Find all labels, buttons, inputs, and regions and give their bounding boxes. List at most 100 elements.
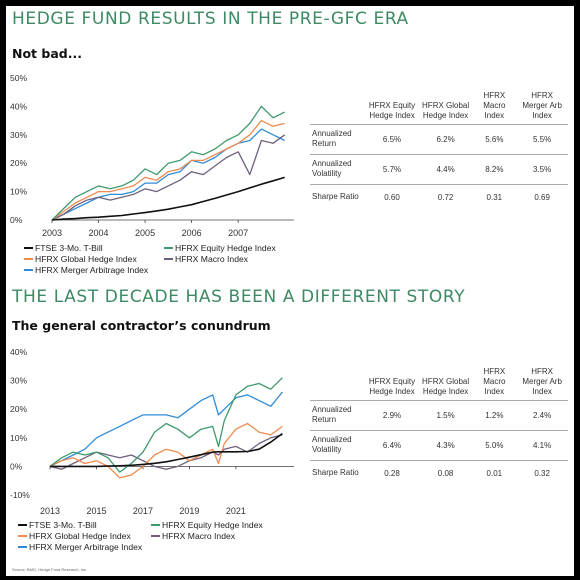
table-cell: 3.5% <box>533 164 552 174</box>
table-cell: 4.4% <box>436 164 455 174</box>
x-tick-label: 2017 <box>133 506 153 516</box>
x-tick-label: 2005 <box>135 228 155 238</box>
x-tick-label: 2007 <box>228 228 248 238</box>
col-header: HFRX Equity Hedge Index <box>368 100 416 120</box>
y-tick-label: 20% <box>10 404 27 414</box>
series-line-hfrx-global-hedge-index <box>51 119 285 221</box>
table-cell: 0.01 <box>486 468 503 478</box>
table-row: Annualized Return 6.5% 6.2% 5.6% 5.5% <box>310 124 568 154</box>
table-cell: 0.28 <box>384 468 400 478</box>
x-tick-label: 2003 <box>42 228 62 238</box>
table-cell: 4.1% <box>533 440 552 450</box>
legend-item: HFRX Macro Index <box>151 531 235 541</box>
legend-label: FTSE 3-Mo. T-Bill <box>35 243 103 253</box>
series-line-hfrx-equity-hedge-index <box>49 377 283 473</box>
table-row: Annualized Volatility 6.4% 4.3% 5.0% 4.1… <box>310 430 568 460</box>
table-cell: 5.5% <box>533 134 552 144</box>
row-label: Annualized Volatility <box>312 159 352 178</box>
legend-item: HFRX Macro Index <box>164 254 248 264</box>
col-header: HFRX Global Hedge Index <box>422 100 470 120</box>
y-tick-label: 30% <box>10 130 27 140</box>
y-tick-label: 0% <box>10 461 23 471</box>
series-line-hfrx-merger-arbitrage-index <box>49 391 283 467</box>
legend-item: HFRX Merger Arbitrage Index <box>24 265 148 275</box>
y-tick-label: 40% <box>10 101 27 111</box>
table-cell: 0.72 <box>437 192 454 202</box>
table-cell: 0.60 <box>384 192 400 202</box>
table-cell: 5.0% <box>485 440 504 450</box>
table-row: Annualized Volatility 5.7% 4.4% 8.2% 3.5… <box>310 154 568 184</box>
x-tick-label: 2004 <box>89 228 109 238</box>
row-label: Sharpe Ratio <box>312 192 359 202</box>
table-row: Sharpe Ratio 0.28 0.08 0.01 0.32 <box>310 460 568 486</box>
table-corner <box>310 346 365 400</box>
table-cell: 6.5% <box>382 134 402 144</box>
legend-swatch <box>164 258 173 260</box>
table-row: Annualized Return 2.9% 1.5% 1.2% 2.4% <box>310 400 568 430</box>
table-cell: 5.6% <box>485 134 504 144</box>
x-tick-label: 2015 <box>86 506 106 516</box>
legend-last-decade: FTSE 3-Mo. T-Bill HFRX Equity Hedge Inde… <box>16 520 306 564</box>
legend-label: HFRX Global Hedge Index <box>35 254 137 264</box>
legend-label: HFRX Merger Arbitrage Index <box>29 542 143 552</box>
legend-item: FTSE 3-Mo. T-Bill <box>24 243 103 253</box>
x-tick-label: 2013 <box>40 506 60 516</box>
y-tick-label: 40% <box>10 347 27 357</box>
col-header: HFRX Macro Index <box>483 90 506 120</box>
legend-label: HFRX Merger Arbitrage Index <box>35 265 149 275</box>
row-label: Annualized Return <box>312 405 352 424</box>
legend-swatch <box>151 524 160 526</box>
stats-table-pre-gfc: HFRX Equity Hedge Index HFRX Global Hedg… <box>310 70 568 210</box>
row-label: Annualized Volatility <box>312 435 352 454</box>
table-cell: 0.32 <box>534 468 550 478</box>
legend-swatch <box>24 247 33 249</box>
stats-table-last-decade: HFRX Equity Hedge Index HFRX Global Hedg… <box>310 346 568 486</box>
y-tick-label: 50% <box>10 73 27 83</box>
series-line-hfrx-global-hedge-index <box>49 422 283 479</box>
x-tick-label: 2021 <box>226 506 246 516</box>
col-header: HFRX Macro Index <box>483 366 506 396</box>
legend-item: FTSE 3-Mo. T-Bill <box>18 520 97 530</box>
row-label: Sharpe Ratio <box>312 468 359 478</box>
table-cell: 8.2% <box>485 164 504 174</box>
legend-swatch <box>18 546 27 548</box>
legend-pre-gfc: FTSE 3-Mo. T-Bill HFRX Equity Hedge Inde… <box>16 243 306 287</box>
legend-label: HFRX Global Hedge Index <box>29 531 131 541</box>
legend-item: HFRX Merger Arbitrage Index <box>18 542 142 552</box>
chart-pre-gfc: 0% 10% 20% 30% 40% 50% 2003 2004 2005 2006 2007 <box>10 73 294 238</box>
legend-item: HFRX Equity Hedge Index <box>151 520 263 530</box>
table-row: Sharpe Ratio 0.60 0.72 0.31 0.69 <box>310 184 568 210</box>
y-tick-label: 10% <box>10 433 27 443</box>
table-cell: 5.7% <box>382 164 402 174</box>
chart-subtitle-last-decade: The general contractor’s conundrum <box>12 318 271 333</box>
legend-item: HFRX Global Hedge Index <box>18 531 131 541</box>
col-header: HFRX Global Hedge Index <box>422 376 470 396</box>
table-cell: 1.2% <box>485 410 504 420</box>
legend-swatch <box>151 535 160 537</box>
y-tick-label: -10% <box>10 490 30 500</box>
legend-swatch <box>24 269 33 271</box>
legend-item: HFRX Equity Hedge Index <box>164 243 276 253</box>
legend-label: HFRX Equity Hedge Index <box>162 520 263 530</box>
table-corner <box>310 70 365 124</box>
figure-frame: HEDGE FUND RESULTS IN THE PRE-GFC ERA No… <box>6 6 574 576</box>
table-cell: 0.08 <box>437 468 454 478</box>
legend-swatch <box>164 247 173 249</box>
table-cell: 2.9% <box>382 410 402 420</box>
series-line-hfrx-equity-hedge-index <box>51 105 285 221</box>
legend-swatch <box>18 524 27 526</box>
col-header: HFRX Equity Hedge Index <box>368 376 416 396</box>
series-line-hfrx-macro-index <box>51 134 286 221</box>
y-tick-label: 10% <box>10 187 27 197</box>
y-tick-label: 20% <box>10 158 27 168</box>
series-line-hfrx-macro-index <box>49 434 283 470</box>
section-title-last-decade: THE LAST DECADE HAS BEEN A DIFFERENT STO… <box>12 287 466 307</box>
table-cell: 6.2% <box>436 134 455 144</box>
legend-label: HFRX Macro Index <box>162 531 236 541</box>
y-tick-label: 0% <box>10 215 23 225</box>
legend-label: FTSE 3-Mo. T-Bill <box>29 520 97 530</box>
table-cell: 0.69 <box>534 192 550 202</box>
table-cell: 1.5% <box>436 410 455 420</box>
section-title-pre-gfc: HEDGE FUND RESULTS IN THE PRE-GFC ERA <box>12 9 409 29</box>
series-line-ftse-3-mo-t-bill <box>50 432 283 468</box>
